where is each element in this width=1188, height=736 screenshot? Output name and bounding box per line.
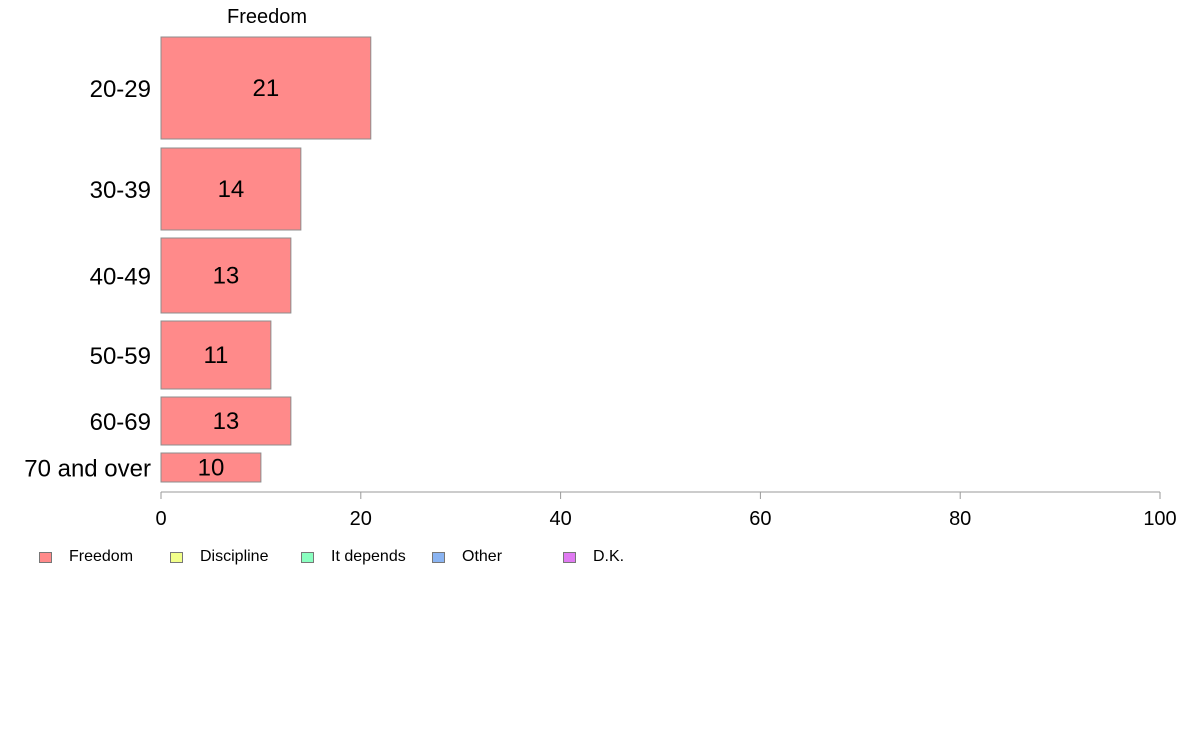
- data-label-40-49: 13: [213, 263, 240, 290]
- bar-20-29: [160, 36, 372, 140]
- x-tick-label-80: 80: [949, 508, 971, 530]
- category-label-60-69: 60-69: [90, 409, 151, 436]
- bar-40-49: [160, 237, 292, 314]
- legend-item-dk: D.K.: [563, 546, 624, 568]
- bar-30-39: [160, 147, 302, 231]
- bar-50-59: [160, 320, 272, 390]
- legend-swatch-other: [432, 551, 445, 563]
- legend-label-discipline: Discipline: [200, 548, 269, 565]
- legend-swatch-freedom: [39, 551, 52, 563]
- category-label-40-49: 40-49: [90, 264, 151, 291]
- legend-item-freedom: Freedom: [39, 546, 133, 568]
- legend-item-it-depends: It depends: [301, 546, 406, 568]
- x-tick-label-60: 60: [749, 508, 771, 530]
- x-tick-label-40: 40: [549, 508, 571, 530]
- legend-swatch-it-depends: [301, 551, 314, 563]
- legend-item-discipline: Discipline: [170, 546, 268, 568]
- category-label-50-59: 50-59: [90, 343, 151, 370]
- category-label-20-29: 20-29: [90, 76, 151, 103]
- data-label-30-39: 14: [218, 176, 245, 203]
- legend-label-dk: D.K.: [593, 548, 625, 565]
- legend-swatch-dk: [563, 551, 576, 563]
- legend-label-other: Other: [462, 548, 503, 565]
- bar-60-69: [160, 396, 292, 446]
- data-label-70-and-over: 10: [198, 455, 225, 482]
- series-heading: Freedom: [227, 6, 307, 28]
- legend-label-it-depends: It depends: [331, 548, 406, 565]
- x-tick-label-100: 100: [1143, 508, 1176, 530]
- x-tick-label-0: 0: [155, 508, 166, 530]
- bar-70-and-over: [160, 452, 262, 483]
- x-tick-label-20: 20: [350, 508, 372, 530]
- legend: Freedom Discipline It depends Other D.K.: [39, 546, 739, 568]
- legend-item-other: Other: [432, 546, 502, 568]
- data-label-50-59: 11: [203, 342, 228, 369]
- legend-swatch-discipline: [170, 551, 183, 563]
- data-label-20-29: 21: [253, 75, 280, 102]
- data-label-60-69: 13: [213, 408, 240, 435]
- bars-layer: 21 20-29 14 30-39 13 40-49 11 50-59 13 60-69 10 70 …: [24, 36, 372, 483]
- category-label-70-and-over: 70 and over: [24, 456, 151, 483]
- x-axis: 0 20 40 60 80 100: [155, 491, 1177, 530]
- category-label-30-39: 30-39: [90, 177, 151, 204]
- legend-label-freedom: Freedom: [69, 548, 134, 565]
